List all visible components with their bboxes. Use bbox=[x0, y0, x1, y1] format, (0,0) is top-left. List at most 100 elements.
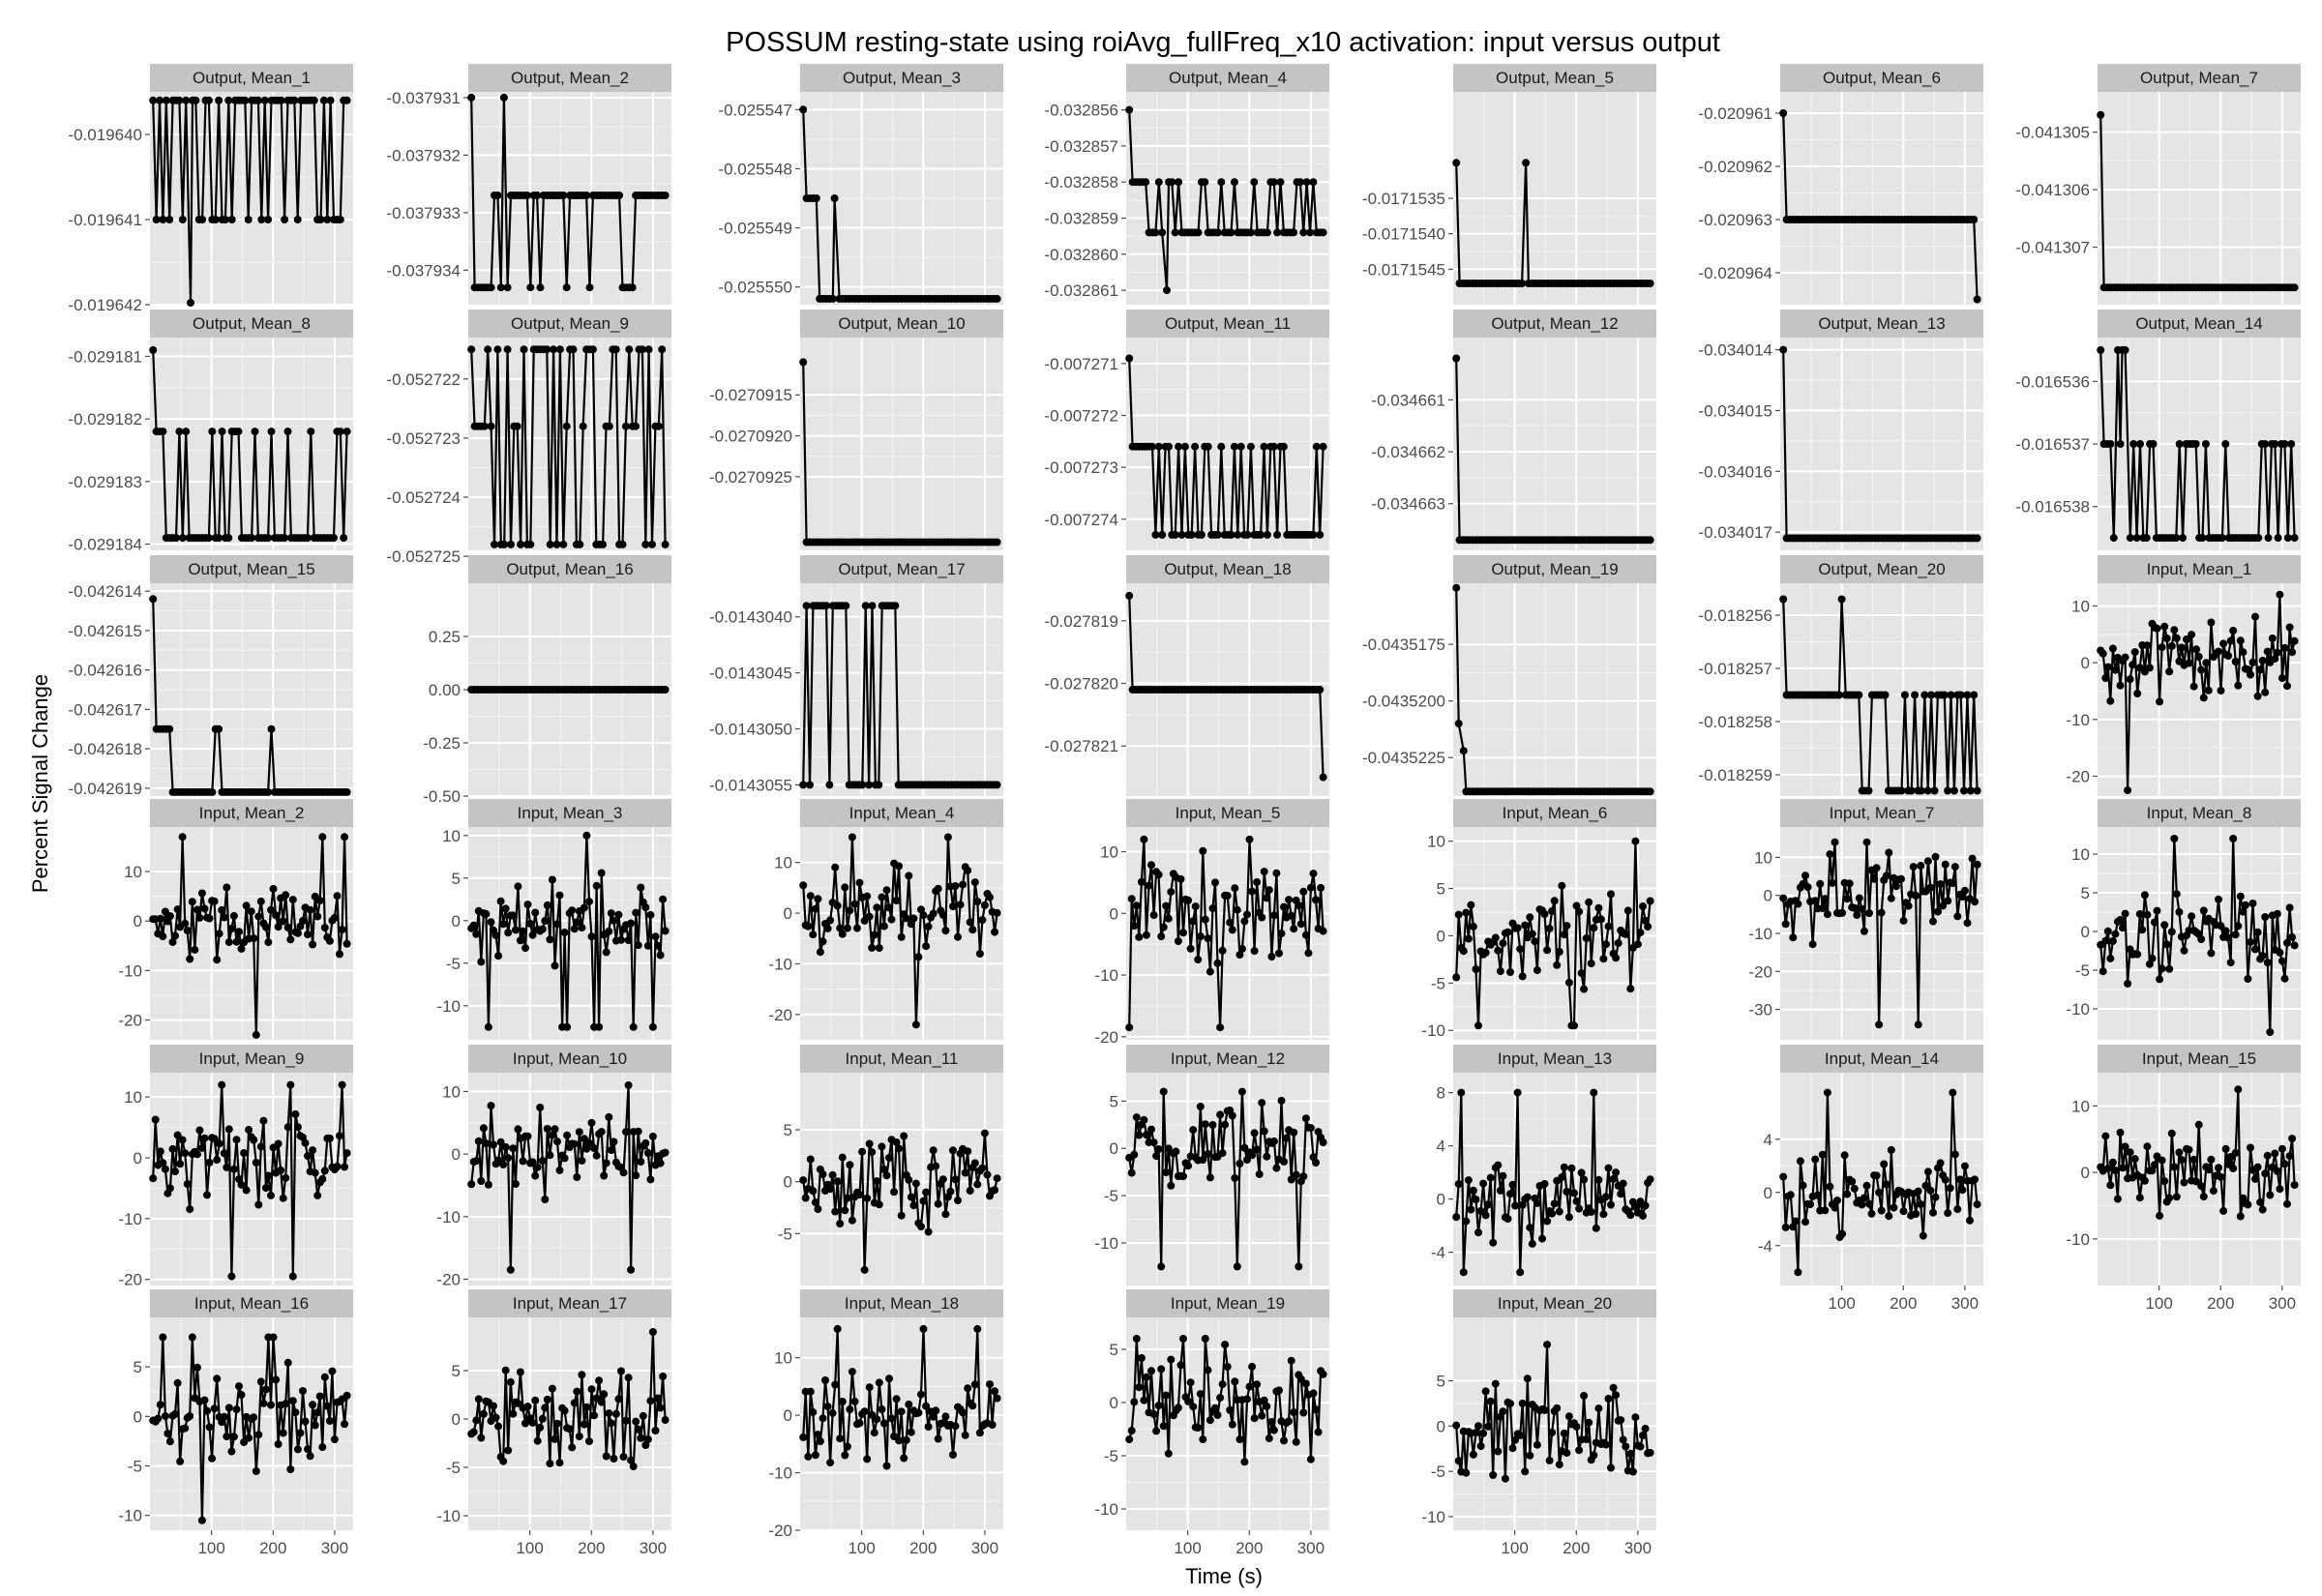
data-point bbox=[2241, 901, 2249, 909]
data-point bbox=[1135, 1131, 1144, 1139]
data-point bbox=[1496, 1186, 1504, 1195]
facet-strip-label: Input, Mean_9 bbox=[199, 1049, 305, 1068]
data-point bbox=[2124, 980, 2132, 988]
data-point bbox=[1973, 295, 1981, 304]
facet-strip-label: Output, Mean_12 bbox=[1491, 314, 1618, 333]
data-point bbox=[836, 1434, 845, 1443]
data-point bbox=[267, 905, 275, 914]
data-point bbox=[472, 930, 481, 938]
data-point bbox=[562, 283, 571, 292]
data-point bbox=[954, 932, 962, 941]
x-tick-label: 200 bbox=[2207, 1294, 2234, 1313]
data-point bbox=[879, 922, 888, 931]
data-point bbox=[315, 1392, 324, 1401]
data-point bbox=[480, 422, 489, 430]
series-line bbox=[152, 99, 347, 304]
data-point bbox=[809, 1187, 818, 1196]
data-point bbox=[560, 1154, 569, 1163]
data-point bbox=[1619, 1179, 1627, 1188]
data-point bbox=[2121, 345, 2129, 354]
facet-strip bbox=[1780, 799, 1983, 827]
data-point bbox=[1145, 881, 1153, 890]
y-tick-label: -10 bbox=[1748, 925, 1772, 943]
y-tick-label: -0.034017 bbox=[1698, 523, 1772, 542]
data-point bbox=[315, 897, 324, 905]
facet-panel: Output, Mean_3-0.025547-0.025548-0.02554… bbox=[718, 64, 1003, 305]
y-tick-label: -0.052722 bbox=[386, 370, 461, 389]
data-point bbox=[521, 944, 529, 953]
data-point bbox=[1472, 965, 1480, 973]
facet-strip bbox=[1780, 1045, 1983, 1073]
data-point bbox=[629, 1022, 638, 1031]
data-point bbox=[1843, 895, 1852, 903]
data-point bbox=[1604, 1395, 1613, 1403]
data-point bbox=[1255, 1169, 1264, 1178]
data-point bbox=[551, 1434, 559, 1443]
facet-panel: Output, Mean_9-0.052722-0.052723-0.05272… bbox=[386, 310, 671, 566]
data-point bbox=[240, 1149, 249, 1157]
data-point bbox=[1269, 1426, 1278, 1434]
data-point bbox=[264, 938, 273, 947]
facet-strip-label: Output, Mean_2 bbox=[511, 69, 629, 87]
y-tick-label: 0 bbox=[1437, 1191, 1445, 1209]
data-point bbox=[2103, 927, 2112, 935]
data-point bbox=[1462, 1468, 1471, 1477]
data-point bbox=[1454, 1180, 1463, 1189]
data-point bbox=[204, 96, 213, 104]
data-point bbox=[621, 422, 630, 430]
data-point bbox=[1257, 530, 1265, 539]
data-point bbox=[550, 345, 558, 354]
data-point bbox=[1555, 948, 1563, 956]
series-line bbox=[1455, 1345, 1651, 1479]
data-point bbox=[313, 1408, 322, 1417]
facet-panel: Output, Mean_7-0.041305-0.041306-0.04130… bbox=[2015, 64, 2301, 305]
x-tick-label: 100 bbox=[197, 1539, 224, 1557]
data-point bbox=[1279, 442, 1288, 451]
data-point bbox=[336, 950, 343, 959]
data-point bbox=[1137, 877, 1146, 886]
data-point bbox=[2221, 1144, 2230, 1153]
data-point bbox=[494, 1422, 503, 1431]
y-tick-label: -0.020964 bbox=[1698, 264, 1772, 282]
y-tick-label: -0.016537 bbox=[2015, 435, 2090, 454]
data-point bbox=[218, 1080, 226, 1089]
data-point bbox=[1968, 854, 1977, 863]
data-point bbox=[2108, 1158, 2117, 1167]
data-point bbox=[553, 920, 561, 929]
y-tick-label: -5 bbox=[1104, 1187, 1118, 1205]
data-point bbox=[949, 1146, 957, 1155]
data-point bbox=[2258, 952, 2267, 961]
data-point bbox=[198, 216, 207, 223]
data-point bbox=[1127, 1168, 1136, 1177]
data-point bbox=[806, 892, 815, 901]
data-point bbox=[651, 1427, 660, 1434]
data-point bbox=[224, 938, 233, 947]
data-point bbox=[826, 1185, 835, 1194]
data-point bbox=[878, 893, 886, 901]
data-point bbox=[573, 918, 581, 927]
data-point bbox=[208, 787, 217, 796]
data-point bbox=[970, 1159, 979, 1167]
data-point bbox=[1199, 1156, 1207, 1164]
data-point bbox=[911, 1179, 920, 1188]
data-point bbox=[938, 910, 947, 919]
data-point bbox=[2261, 913, 2270, 921]
data-point bbox=[479, 1124, 488, 1133]
data-point bbox=[261, 1184, 270, 1193]
data-point bbox=[1577, 1168, 1586, 1177]
data-point bbox=[325, 1417, 334, 1425]
data-point bbox=[310, 96, 318, 104]
facet-strip bbox=[150, 64, 353, 92]
data-point bbox=[2256, 665, 2265, 674]
data-point bbox=[643, 941, 652, 950]
data-point bbox=[934, 884, 942, 893]
data-point bbox=[1572, 1197, 1581, 1205]
data-point bbox=[1622, 1442, 1630, 1451]
facet-strip bbox=[150, 1289, 353, 1317]
data-point bbox=[848, 833, 856, 842]
data-point bbox=[2172, 1193, 2181, 1201]
y-tick-label: -4 bbox=[1431, 1244, 1445, 1262]
data-point bbox=[879, 1166, 888, 1174]
data-point bbox=[149, 595, 158, 604]
data-point bbox=[229, 1433, 238, 1441]
